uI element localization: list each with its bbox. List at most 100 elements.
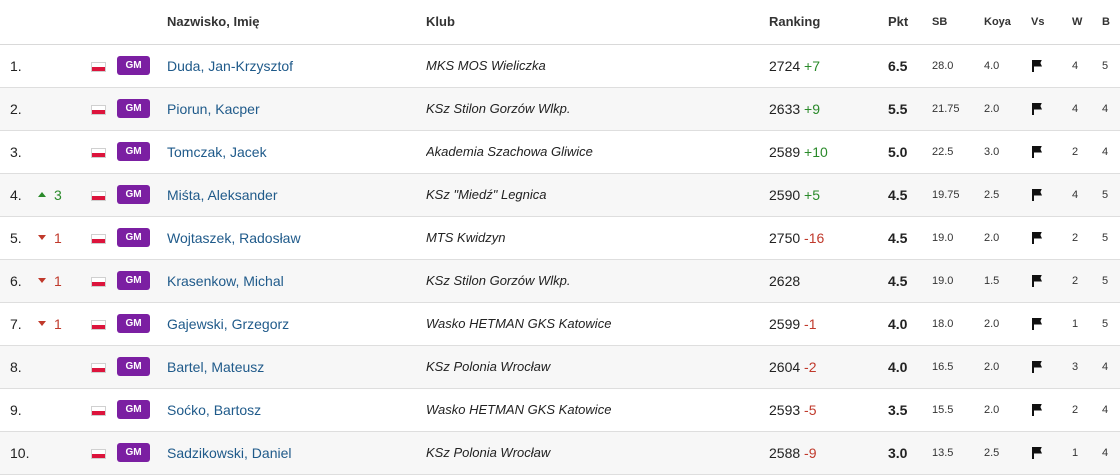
poland-flag-icon [91,190,106,201]
header-position [0,0,38,45]
rating-change: +7 [804,57,821,74]
rating-value: 2724 [769,57,801,74]
rank-move-value: 1 [54,272,62,289]
position: 3. [0,130,38,174]
player-name-link[interactable]: Gajewski, Grzegorz [167,315,290,332]
country-cell [91,345,117,389]
header-points[interactable]: Pkt [888,0,932,45]
country-cell [91,259,117,303]
flag-icon[interactable] [1031,231,1043,244]
sb-value: 28.0 [932,44,984,88]
vs-cell[interactable] [1031,259,1072,303]
player-name-link[interactable]: Wojtaszek, Radosław [167,229,301,246]
vs-cell[interactable] [1031,302,1072,346]
flag-icon[interactable] [1031,360,1043,373]
header-b[interactable]: B [1102,0,1120,45]
b-value: 4 [1102,130,1120,174]
title-badge: GM [117,357,150,376]
player-name-link[interactable]: Sadzikowski, Daniel [167,444,292,461]
player-name-link[interactable]: Soćko, Bartosz [167,401,262,418]
flag-icon[interactable] [1031,59,1043,72]
flag-icon[interactable] [1031,317,1043,330]
header-ranking[interactable]: Ranking [769,0,888,45]
player-name-cell: Sadzikowski, Daniel [167,431,426,475]
position: 5. [0,216,38,260]
vs-cell[interactable] [1031,87,1072,131]
position: 4. [0,173,38,217]
sb-value: 18.0 [932,302,984,346]
header-sb[interactable]: SB [932,0,984,45]
vs-cell[interactable] [1031,130,1072,174]
title-badge: GM [117,314,150,333]
vs-cell[interactable] [1031,216,1072,260]
rank-move [38,44,91,88]
flag-icon[interactable] [1031,403,1043,416]
player-name-cell: Tomczak, Jacek [167,130,426,174]
koya-value: 2.0 [984,302,1031,346]
player-name-cell: Krasenkow, Michal [167,259,426,303]
player-name-link[interactable]: Miśta, Aleksander [167,186,278,203]
rank-move-value: 1 [54,229,62,246]
position: 6. [0,259,38,303]
b-value: 4 [1102,431,1120,475]
player-name-link[interactable]: Piorun, Kacper [167,100,260,117]
flag-icon[interactable] [1031,274,1043,287]
player-name-cell: Piorun, Kacper [167,87,426,131]
rank-move [38,388,91,432]
player-name-cell: Miśta, Aleksander [167,173,426,217]
points: 4.5 [888,173,932,217]
player-name-link[interactable]: Krasenkow, Michal [167,272,284,289]
club: KSz Polonia Wrocław [426,431,769,475]
poland-flag-icon [91,319,106,330]
b-value: 4 [1102,345,1120,389]
points: 6.5 [888,44,932,88]
arrow-down-icon [38,278,46,284]
title-badge: GM [117,99,150,118]
rank-move: 1 [38,216,91,260]
vs-cell[interactable] [1031,388,1072,432]
flag-icon[interactable] [1031,145,1043,158]
player-name-link[interactable]: Tomczak, Jacek [167,143,267,160]
header-club[interactable]: Klub [426,0,769,45]
vs-cell[interactable] [1031,173,1072,217]
rating-cell: 2588 -9 [769,431,888,475]
rank-move: 1 [38,302,91,346]
header-koya[interactable]: Koya [984,0,1031,45]
rating-value: 2599 [769,315,801,332]
vs-cell[interactable] [1031,345,1072,389]
b-value: 4 [1102,388,1120,432]
rating-value: 2588 [769,444,801,461]
player-name-cell: Wojtaszek, Radosław [167,216,426,260]
title-badge: GM [117,228,150,247]
position: 8. [0,345,38,389]
header-w[interactable]: W [1072,0,1102,45]
koya-value: 2.5 [984,173,1031,217]
flag-icon[interactable] [1031,446,1043,459]
rank-move: 1 [38,259,91,303]
title-cell: GM [117,44,167,88]
country-cell [91,302,117,346]
country-cell [91,431,117,475]
poland-flag-icon [91,362,106,373]
title-cell: GM [117,388,167,432]
title-badge: GM [117,142,150,161]
w-value: 1 [1072,302,1102,346]
arrow-down-icon [38,321,46,327]
player-name-link[interactable]: Bartel, Mateusz [167,358,265,375]
rating-cell: 2593 -5 [769,388,888,432]
rating-value: 2589 [769,143,801,160]
vs-cell[interactable] [1031,44,1072,88]
table-row: 10. GM Sadzikowski, Daniel KSz Polonia Wroc… [0,431,1120,475]
flag-icon[interactable] [1031,188,1043,201]
country-cell [91,130,117,174]
header-vs[interactable]: Vs [1031,0,1072,45]
rating-change: -2 [804,358,817,375]
w-value: 2 [1072,259,1102,303]
arrow-up-icon [38,192,46,198]
b-value: 5 [1102,259,1120,303]
vs-cell[interactable] [1031,431,1072,475]
player-name-link[interactable]: Duda, Jan-Krzysztof [167,57,294,74]
header-name[interactable]: Nazwisko, Imię [167,0,426,45]
country-cell [91,173,117,217]
flag-icon[interactable] [1031,102,1043,115]
